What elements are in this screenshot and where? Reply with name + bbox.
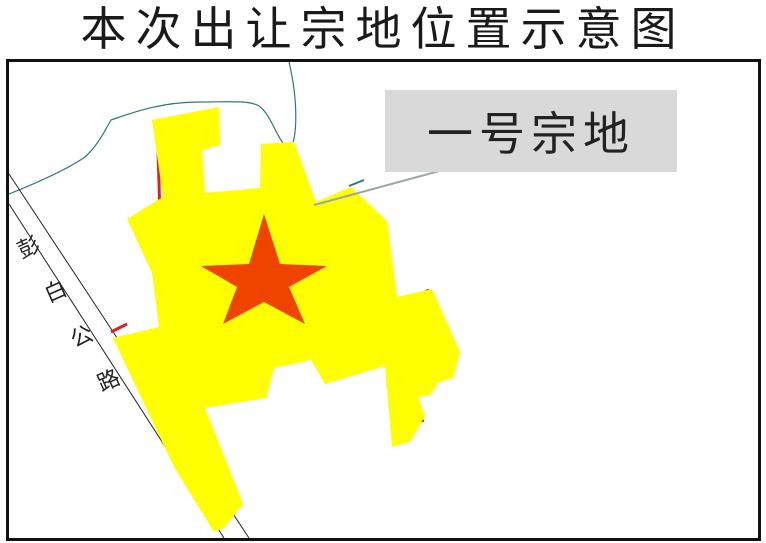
river-line bbox=[9, 62, 296, 194]
page-title: 本次出让宗地位置示意图 bbox=[0, 2, 766, 56]
map-frame: 一号宗地 彭 白 公 路 bbox=[6, 59, 761, 541]
callout-pointer-accent bbox=[349, 180, 364, 186]
callout-pointer bbox=[314, 170, 443, 205]
callout-label: 一号宗地 bbox=[427, 98, 635, 164]
callout-box: 一号宗地 bbox=[385, 90, 677, 172]
